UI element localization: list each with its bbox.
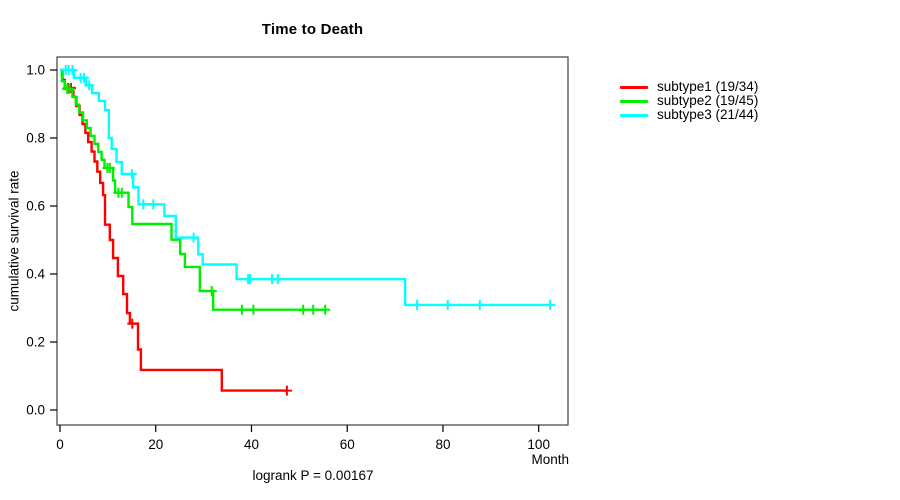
x-tick-label: 60 (340, 437, 355, 452)
legend-item-subtype3: subtype3 (21/44) (620, 108, 758, 122)
plot-title: Time to Death (261, 21, 364, 38)
plot-border (56, 56, 569, 426)
legend-label-subtype1: subtype1 (19/34) (657, 79, 759, 94)
x-tick-label: 0 (56, 437, 64, 452)
legend-line-subtype1 (620, 85, 648, 89)
y-tick-label: 0.8 (26, 131, 45, 146)
y-tick-label: 0.2 (26, 335, 45, 350)
x-tick-label: 100 (527, 437, 550, 452)
legend-label-subtype3: subtype3 (21/44) (657, 107, 759, 122)
survival-curve-subtype3 (60, 68, 551, 307)
survival-curve-subtype2 (60, 68, 328, 311)
legend-line-subtype2 (620, 99, 648, 103)
legend: subtype1 (19/34) subtype2 (19/45) subtyp… (620, 80, 758, 122)
y-tick-label: 1.0 (26, 63, 45, 78)
y-tick-label: 0.6 (26, 199, 45, 214)
legend-item-subtype1: subtype1 (19/34) (620, 80, 758, 94)
y-axis-label: cumulative survival rate (6, 170, 22, 312)
survival-curve-subtype1 (60, 68, 287, 392)
legend-item-subtype2: subtype2 (19/45) (620, 94, 758, 108)
y-tick-label: 0.4 (26, 267, 45, 282)
x-tick-label: 20 (148, 437, 163, 452)
x-axis-label: Month (531, 452, 569, 467)
logrank-annotation: logrank P = 0.00167 (252, 468, 374, 483)
legend-line-subtype3 (620, 113, 648, 117)
y-tick-label: 0.0 (26, 403, 45, 418)
x-tick-label: 80 (435, 437, 450, 452)
legend-label-subtype2: subtype2 (19/45) (657, 93, 759, 108)
x-tick-label: 40 (244, 437, 259, 452)
